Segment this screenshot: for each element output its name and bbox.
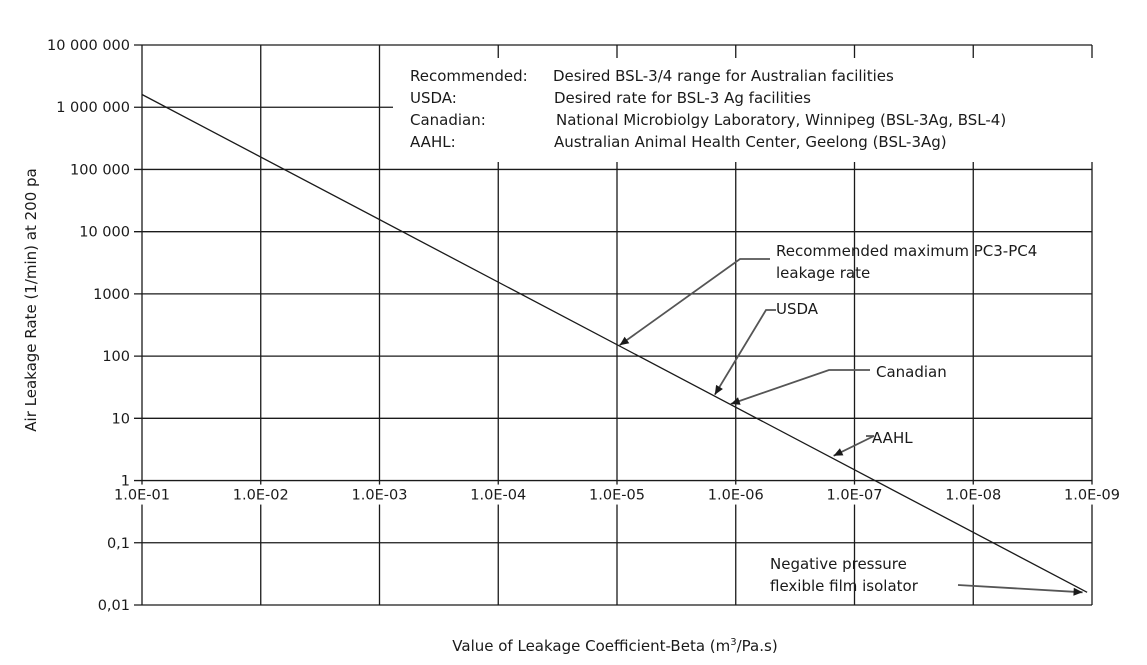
- annotation-line-0-0: Recommended maximum PC3-PC4: [776, 242, 1037, 260]
- x-tick-label-bg-3: [462, 484, 535, 505]
- annotation-leader-2: [730, 369, 870, 405]
- x-tick-label-bg-4: [581, 484, 653, 505]
- annotation-line-4-0: Negative pressure: [770, 555, 907, 573]
- annotation-label-2: Canadian: [876, 363, 947, 381]
- legend-desc-0: Desired BSL-3/4 range for Australian fac…: [553, 67, 894, 85]
- y-tick-labels: 10 000 000 1 000 000 100 000 10 000 1000 100 1…: [47, 38, 130, 614]
- annotation-arrowhead-1: [714, 384, 723, 395]
- y-tick-label-5: 100: [102, 349, 130, 365]
- x-tick-label-bg-7: [937, 484, 1010, 505]
- y-tick-label-0: 10 000 000: [47, 38, 130, 54]
- x-tick-label-bg-2: [343, 484, 416, 505]
- annotation-label-4: Negative pressure flexible film isolator: [770, 555, 919, 595]
- legend-key-2: Canadian:: [410, 111, 486, 129]
- annotation-arrowhead-3: [833, 448, 844, 456]
- x-tick-label-5: 1.0E-06: [708, 488, 764, 504]
- annotation-line-1-0: USDA: [776, 300, 819, 318]
- legend-desc-3: Australian Animal Health Center, Geelong…: [554, 133, 947, 151]
- y-tick-label-4: 1000: [93, 287, 130, 303]
- y-tick-label-8: 0,1: [107, 536, 130, 552]
- annotation-line-0-1: leakage rate: [776, 264, 870, 282]
- grid-lines: [134, 44, 1093, 606]
- y-tick-label-6: 10: [112, 411, 130, 427]
- x-tick-label-2: 1.0E-03: [352, 488, 408, 504]
- x-tick-label-bg-5: [699, 484, 772, 505]
- x-axis-title-suffix: /Pa.s): [737, 637, 778, 655]
- annotation-line-2-0: Canadian: [876, 363, 947, 381]
- y-tick-label-9: 0,01: [98, 598, 130, 614]
- x-tick-label-bg-1: [224, 484, 297, 505]
- x-tick-label-bg-0: [106, 484, 178, 505]
- series-line-0: [141, 93, 1088, 593]
- x-tick-labels: 1.0E-01 1.0E-02 1.0E-03 1.0E-04 1.0E-05 1.0E-…: [106, 484, 1128, 505]
- legend-key-3: AAHL:: [410, 133, 456, 151]
- x-tick-label-7: 1.0E-08: [945, 488, 1001, 504]
- legend-desc-2: National Microbiolgy Laboratory, Winnipe…: [556, 111, 1006, 129]
- annotation-leader-0: [619, 258, 770, 346]
- legend-desc-1: Desired rate for BSL-3 Ag facilities: [554, 89, 811, 107]
- y-tick-label-1: 1 000 000: [56, 100, 130, 116]
- annotation-label-3: AAHL: [872, 429, 913, 447]
- x-axis-title-main: Value of Leakage Coefficient-Beta (m: [452, 637, 730, 655]
- y-tick-label-3: 10 000: [79, 225, 130, 241]
- x-axis-title: Value of Leakage Coefficient-Beta (m3/Pa…: [452, 637, 777, 655]
- annotation-label-1: USDA: [776, 300, 819, 318]
- x-tick-label-6: 1.0E-07: [827, 488, 883, 504]
- x-tick-label-0: 1.0E-01: [114, 488, 170, 504]
- legend-box: [393, 58, 1093, 162]
- series-lines: [141, 93, 1088, 593]
- annotation-arrowhead-0: [619, 336, 630, 346]
- legend-block: Recommended: Desired BSL-3/4 range for Au…: [410, 67, 1006, 151]
- annotation-leader-1: [714, 309, 776, 396]
- annotation-label-0: Recommended maximum PC3-PC4 leakage rate: [776, 242, 1037, 282]
- legend-key-0: Recommended:: [410, 67, 528, 85]
- x-tick-label-1: 1.0E-02: [233, 488, 289, 504]
- annotation-arrowhead-2: [730, 397, 741, 405]
- x-tick-label-3: 1.0E-04: [470, 488, 526, 504]
- x-tick-label-4: 1.0E-05: [589, 488, 645, 504]
- x-tick-label-bg-8: [1056, 484, 1128, 505]
- x-tick-label-8: 1.0E-09: [1064, 488, 1120, 504]
- legend-key-1: USDA:: [410, 89, 457, 107]
- annotation-line-3-0: AAHL: [872, 429, 913, 447]
- y-tick-label-7: 1: [121, 474, 130, 490]
- annotation-line-4-1: flexible film isolator: [770, 577, 919, 595]
- annotations: Recommended maximum PC3-PC4 leakage rate U…: [619, 242, 1083, 596]
- annotation-arrowhead-4: [1073, 587, 1083, 596]
- annotation-leader-4: [957, 584, 1083, 594]
- x-axis-title-superscript: 3: [730, 637, 736, 648]
- x-tick-label-bg-6: [818, 484, 891, 505]
- y-axis-title: Air Leakage Rate (1/min) at 200 pa: [22, 168, 40, 431]
- annotation-leader-3: [833, 435, 875, 457]
- y-tick-label-2: 100 000: [70, 162, 130, 178]
